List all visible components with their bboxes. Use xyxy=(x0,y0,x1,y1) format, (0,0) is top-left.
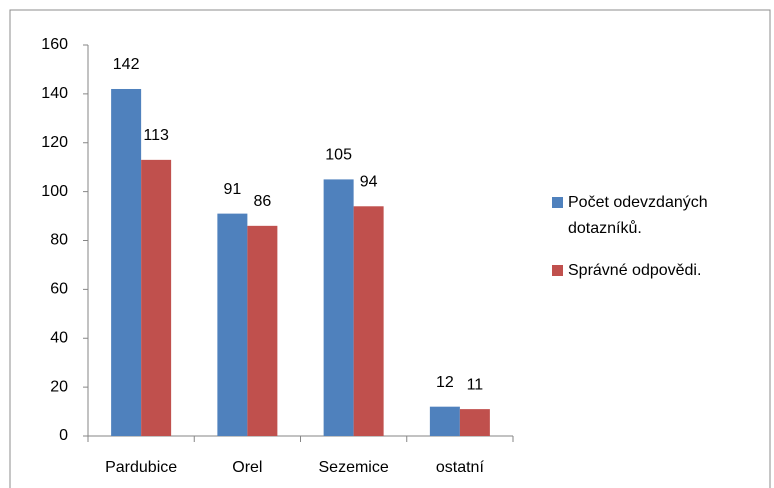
x-tick-label: Sezemice xyxy=(319,459,389,476)
bar xyxy=(141,159,172,436)
chart-border xyxy=(9,9,771,488)
legend-label: Správné odpovědi. xyxy=(568,262,702,279)
y-tick-label: 140 xyxy=(41,85,68,102)
x-tick-label: Pardubice xyxy=(105,459,177,476)
data-label: 105 xyxy=(325,147,352,164)
data-label: 86 xyxy=(253,193,271,210)
legend-swatch xyxy=(552,265,563,276)
y-tick-label: 40 xyxy=(50,329,68,346)
data-label: 12 xyxy=(436,374,454,391)
x-tick-label: Orel xyxy=(232,459,262,476)
bar xyxy=(429,406,460,436)
y-tick-label: 80 xyxy=(50,232,68,249)
y-tick-label: 100 xyxy=(41,183,68,200)
x-tick-label: ostatní xyxy=(436,459,485,476)
data-label: 11 xyxy=(467,376,484,393)
bar xyxy=(217,213,248,436)
data-label: 113 xyxy=(143,127,169,144)
legend-item: Správné odpovědi. xyxy=(552,258,762,284)
bar xyxy=(353,206,384,436)
data-label: 91 xyxy=(223,181,241,198)
bar xyxy=(247,225,278,436)
data-label: 94 xyxy=(360,174,378,191)
data-label: 142 xyxy=(113,56,140,73)
bar xyxy=(111,88,142,437)
y-tick-label: 0 xyxy=(59,427,68,444)
y-tick-label: 160 xyxy=(41,36,68,53)
legend-swatch xyxy=(552,197,563,208)
y-tick-label: 120 xyxy=(41,134,68,151)
y-tick-label: 20 xyxy=(50,378,68,395)
bar xyxy=(459,409,490,436)
legend: Počet odevzdaných dotazníků. Správné odpo… xyxy=(552,190,762,300)
bar xyxy=(323,179,354,436)
legend-item: Počet odevzdaných dotazníků. xyxy=(552,190,762,242)
y-tick-label: 60 xyxy=(50,281,68,298)
legend-label: Počet odevzdaných dotazníků. xyxy=(568,194,708,237)
